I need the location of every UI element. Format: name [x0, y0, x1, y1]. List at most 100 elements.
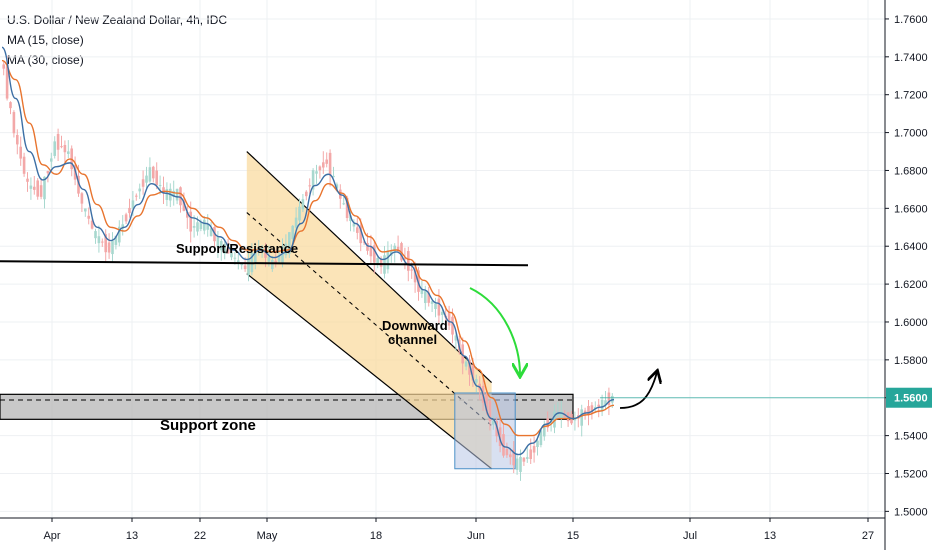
black-curve-arrow: [619, 372, 657, 409]
candle-up: [131, 200, 135, 209]
candle-up: [475, 379, 478, 383]
candle-down: [509, 454, 512, 458]
candle-down: [63, 144, 67, 153]
candle-down: [356, 227, 359, 233]
last-price-text: 1.5600: [894, 393, 928, 405]
candle-down: [369, 245, 373, 257]
candle-down: [427, 292, 430, 303]
candle-up: [560, 411, 563, 419]
candle-down: [546, 418, 549, 428]
time-tick-label: 27: [862, 530, 874, 542]
time-tick-label: 13: [126, 530, 138, 542]
candle-up: [237, 260, 240, 263]
candle-up: [267, 256, 271, 262]
candle-down: [587, 406, 590, 416]
candle-down: [128, 207, 131, 214]
candle-down: [607, 392, 611, 406]
candle-up: [301, 199, 305, 210]
candle-up: [67, 151, 70, 154]
time-tick-label: 15: [567, 530, 579, 542]
candle-down: [325, 159, 328, 164]
candle-down: [410, 269, 413, 271]
candle-up: [464, 361, 468, 367]
candle-down: [107, 242, 111, 253]
candle-up: [315, 171, 318, 174]
candle-up: [247, 259, 250, 276]
candle-down: [396, 246, 400, 251]
candle-up: [580, 409, 583, 426]
candle-up: [519, 456, 522, 472]
candle-down: [532, 446, 536, 453]
candle-down: [87, 215, 90, 219]
candle-down: [529, 449, 532, 460]
candle-up: [50, 158, 53, 162]
candle-up: [209, 228, 213, 237]
candle-down: [179, 187, 182, 206]
candle-up: [94, 231, 97, 239]
time-tick-label: Apr: [43, 530, 60, 542]
candle-down: [56, 133, 60, 150]
candle-down: [9, 102, 12, 109]
ma-slow-line: [1, 59, 615, 437]
candle-down: [437, 298, 441, 316]
grid-lines: [0, 0, 885, 518]
candle-down: [505, 448, 509, 456]
candle-down: [373, 245, 376, 263]
downward-channel-fill: [246, 151, 492, 469]
time-tick-label: 22: [194, 530, 206, 542]
time-tick-label: May: [257, 530, 278, 542]
candle-down: [345, 197, 349, 218]
price-tick-label: 1.6600: [894, 203, 928, 215]
candle-down: [226, 247, 230, 254]
candle-up: [29, 185, 33, 189]
candle-down: [19, 146, 22, 159]
candle-down: [366, 242, 369, 251]
candle-up: [420, 289, 424, 294]
price-tick-label: 1.5000: [894, 506, 928, 518]
channel-bottom-line: [246, 273, 492, 470]
candle-up: [111, 240, 114, 255]
candle-up: [192, 226, 196, 228]
candle-down: [563, 415, 566, 417]
symbol-title: U.S. Dollar / New Zealand Dollar, 4h, ID…: [7, 13, 228, 27]
candle-down: [359, 225, 362, 244]
candle-up: [281, 246, 284, 264]
candle-up: [138, 188, 141, 192]
candle-up: [206, 224, 209, 230]
candle-down: [502, 434, 505, 456]
candle-up: [352, 223, 356, 227]
candle-up: [53, 141, 56, 156]
candle-up: [254, 248, 257, 264]
candle-down: [488, 401, 492, 421]
support-zone-label: Support zone: [160, 417, 256, 434]
candle-up: [539, 430, 543, 446]
candle-down: [16, 134, 19, 145]
candle-up: [118, 226, 121, 243]
candle-up: [556, 413, 560, 416]
candle-down: [26, 178, 29, 182]
candle-down: [141, 179, 145, 187]
candle-down: [362, 241, 366, 243]
candle-up: [332, 175, 335, 178]
candle-up: [393, 245, 396, 252]
drawings-layer: [0, 260, 885, 409]
candle-up: [600, 399, 604, 412]
candle-up: [536, 440, 539, 448]
price-tick-label: 1.7200: [894, 90, 928, 102]
candle-down: [379, 258, 383, 267]
candle-up: [148, 167, 152, 182]
candle-down: [90, 220, 94, 229]
candle-up: [114, 235, 118, 245]
candle-up: [342, 203, 345, 205]
candle-down: [522, 457, 526, 462]
candle-down: [322, 162, 325, 168]
price-tick-label: 1.5200: [894, 468, 928, 480]
price-tick-label: 1.7000: [894, 128, 928, 140]
candle-up: [233, 257, 237, 259]
candle-down: [101, 241, 104, 243]
candle-up: [376, 258, 379, 264]
candle-up: [196, 222, 199, 232]
channel-label-line1: Downward: [382, 318, 448, 333]
